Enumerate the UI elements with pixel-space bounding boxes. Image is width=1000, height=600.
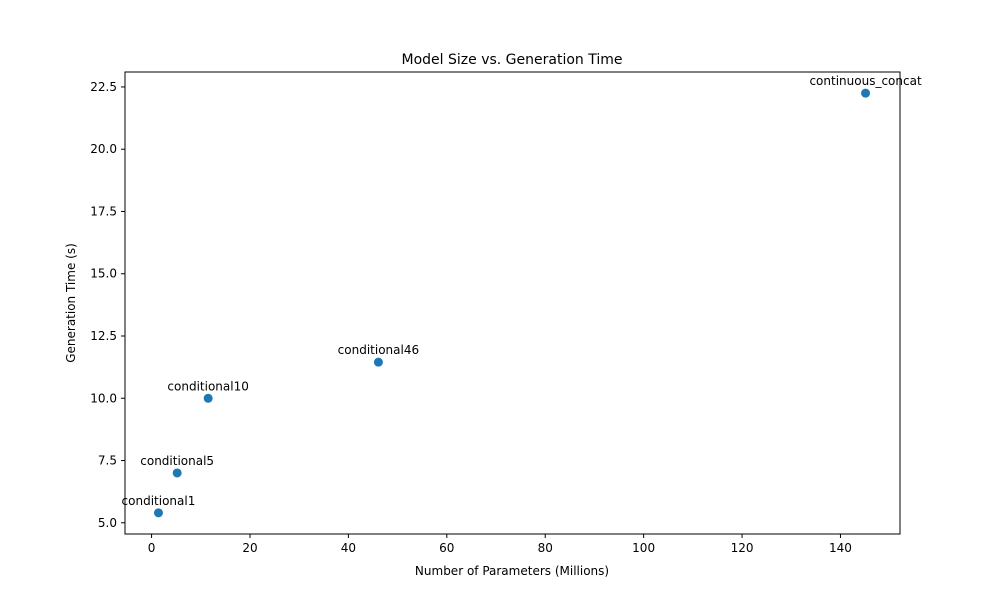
y-axis-label: Generation Time (s) <box>64 243 78 363</box>
y-axis: 5.0 7.5 10.0 12.5 15.0 17.5 20.0 22.5 <box>90 80 125 530</box>
y-tick-label: 7.5 <box>98 454 117 468</box>
point-label-conditional1: conditional1 <box>122 494 196 508</box>
y-tick-label: 5.0 <box>98 516 117 530</box>
point-label-conditional10: conditional10 <box>167 379 248 393</box>
plot-area-frame <box>124 71 901 535</box>
x-tick-label: 120 <box>731 541 754 555</box>
x-axis-label: Number of Parameters (Millions) <box>415 564 609 578</box>
point-label-continuous_concat: continuous_concat <box>809 74 921 88</box>
y-tick-label: 10.0 <box>90 391 117 405</box>
data-points: conditional1 conditional5 conditional10 con… <box>122 74 922 518</box>
x-axis: 0 20 40 60 80 100 120 140 <box>148 534 852 555</box>
x-tick-label: 20 <box>242 541 257 555</box>
point-label-conditional5: conditional5 <box>140 454 214 468</box>
x-tick-label: 80 <box>538 541 553 555</box>
y-tick-label: 22.5 <box>90 80 117 94</box>
x-tick-label: 100 <box>632 541 655 555</box>
y-tick-label: 12.5 <box>90 329 117 343</box>
scatter-point-conditional5 <box>172 468 182 478</box>
scatter-point-conditional1 <box>153 508 163 518</box>
scatter-point-conditional10 <box>203 393 213 403</box>
y-tick-label: 20.0 <box>90 142 117 156</box>
y-tick-label: 15.0 <box>90 267 117 281</box>
chart-title: Model Size vs. Generation Time <box>402 52 623 68</box>
x-tick-label: 0 <box>148 541 156 555</box>
scatter-point-continuous_concat <box>861 88 871 98</box>
x-tick-label: 140 <box>829 541 852 555</box>
point-label-conditional46: conditional46 <box>338 343 419 357</box>
y-tick-label: 17.5 <box>90 204 117 218</box>
x-tick-label: 60 <box>439 541 454 555</box>
scatter-point-conditional46 <box>373 357 383 367</box>
x-tick-label: 40 <box>341 541 356 555</box>
